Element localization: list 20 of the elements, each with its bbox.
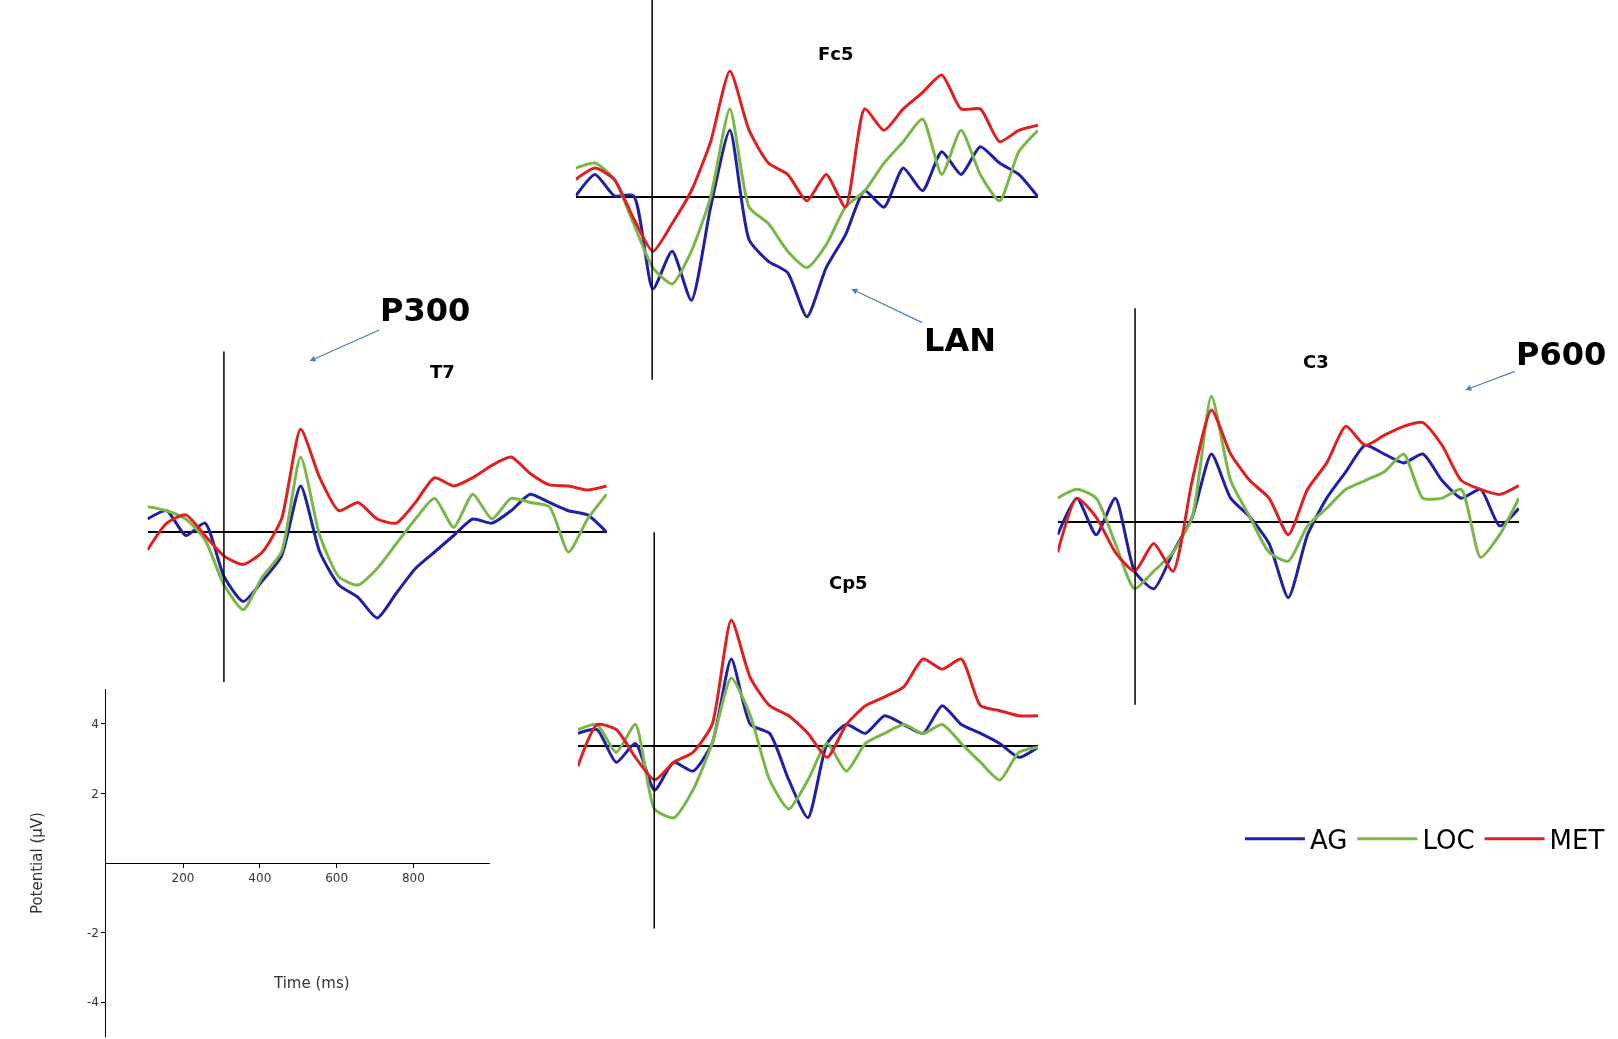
chart-title: C3 (1303, 351, 1329, 372)
text: P300 (380, 291, 471, 329)
text: P600 (1516, 335, 1607, 373)
y-tick-label: -2 (86, 925, 99, 940)
text: LAN (924, 321, 996, 359)
chart-title: Cp5 (829, 572, 868, 593)
x-axis-title: Time (ms) (273, 974, 350, 992)
x-tick-label: 400 (248, 871, 272, 886)
y-axis-title: Potential (μV) (28, 812, 47, 915)
y-tick-label: 2 (91, 786, 99, 801)
x-tick-label: 600 (325, 871, 349, 886)
chart-title: Fc5 (818, 43, 854, 64)
legend-label: MET (1549, 824, 1605, 855)
x-tick-label: 800 (401, 871, 425, 886)
legend-label: LOC (1422, 824, 1475, 855)
x-tick-label: 200 (171, 871, 195, 886)
legend-label: AG (1309, 824, 1348, 855)
y-tick-label: 4 (91, 717, 99, 732)
y-tick-label: -4 (86, 995, 99, 1010)
chart-title: T7 (430, 361, 455, 382)
